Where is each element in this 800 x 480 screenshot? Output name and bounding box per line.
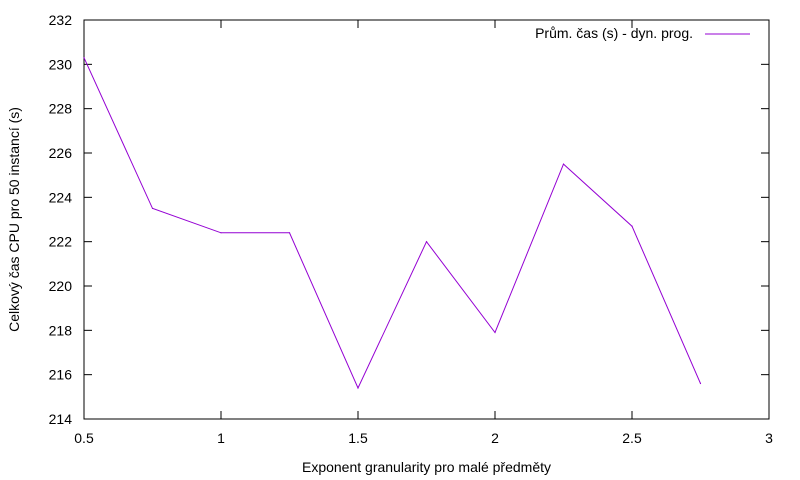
data-point xyxy=(151,207,154,210)
x-tick-label: 3 xyxy=(765,430,773,446)
x-axis-title: Exponent granularity pro malé předměty xyxy=(302,459,551,475)
y-tick-label: 214 xyxy=(49,411,73,427)
x-axis-ticks: 0.5 1 1.5 2 2.5 3 xyxy=(74,20,773,446)
y-tick-label: 232 xyxy=(49,12,73,28)
data-point xyxy=(562,163,565,165)
data-point xyxy=(220,232,222,234)
y-tick-label: 230 xyxy=(49,56,73,72)
legend: Prům. čas (s) - dyn. prog. xyxy=(535,25,750,41)
y-axis-title: Celkový čas CPU pro 50 instancí (s) xyxy=(6,107,22,332)
y-tick-label: 218 xyxy=(49,322,73,338)
data-point xyxy=(83,57,85,59)
x-tick-label: 2.5 xyxy=(622,430,642,446)
plot-area xyxy=(83,19,770,420)
y-tick-label: 220 xyxy=(49,278,73,294)
x-tick-label: 1.5 xyxy=(348,430,368,446)
data-point xyxy=(357,387,359,389)
data-point xyxy=(425,241,428,243)
legend-label: Prům. čas (s) - dyn. prog. xyxy=(535,25,693,41)
series-layer xyxy=(83,57,702,390)
x-tick-label: 1 xyxy=(217,430,225,446)
y-tick-label: 224 xyxy=(49,189,73,205)
series-line xyxy=(83,57,701,390)
y-axis-ticks: 214 216 218 220 222 224 226 228 230 232 xyxy=(49,12,769,427)
y-tick-label: 216 xyxy=(49,367,73,383)
x-tick-label: 0.5 xyxy=(74,430,94,446)
y-tick-label: 228 xyxy=(49,101,73,117)
plot-frame xyxy=(83,19,770,420)
data-point xyxy=(494,331,496,334)
x-tick-label: 2 xyxy=(491,430,499,446)
data-point xyxy=(631,225,633,227)
y-tick-label: 222 xyxy=(49,234,73,250)
data-point xyxy=(699,382,702,385)
y-tick-label: 226 xyxy=(49,145,73,161)
data-point xyxy=(288,232,291,234)
